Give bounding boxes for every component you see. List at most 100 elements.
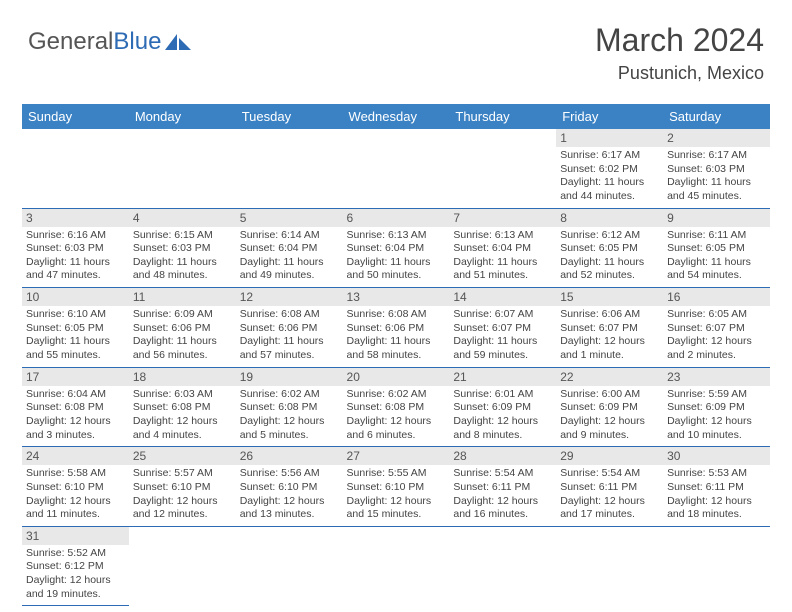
daylight-text: Daylight: 12 hours and 8 minutes. xyxy=(453,415,552,442)
sunset-text: Sunset: 6:10 PM xyxy=(240,481,339,495)
sunset-text: Sunset: 6:11 PM xyxy=(453,481,552,495)
day-header-row: SundayMondayTuesdayWednesdayThursdayFrid… xyxy=(22,104,770,129)
sunrise-text: Sunrise: 5:58 AM xyxy=(26,467,125,481)
logo-sail-icon xyxy=(165,32,193,52)
calendar-day-cell: 15Sunrise: 6:06 AMSunset: 6:07 PMDayligh… xyxy=(556,288,663,368)
day-number: 4 xyxy=(129,209,236,227)
daylight-text: Daylight: 12 hours and 6 minutes. xyxy=(347,415,446,442)
calendar-day-cell xyxy=(343,129,450,208)
sunset-text: Sunset: 6:05 PM xyxy=(560,242,659,256)
sunrise-text: Sunrise: 6:04 AM xyxy=(26,388,125,402)
sunrise-text: Sunrise: 6:12 AM xyxy=(560,229,659,243)
day-number: 10 xyxy=(22,288,129,306)
sunset-text: Sunset: 6:08 PM xyxy=(240,401,339,415)
calendar-week-row: 3Sunrise: 6:16 AMSunset: 6:03 PMDaylight… xyxy=(22,208,770,288)
day-content: Sunrise: 5:56 AMSunset: 6:10 PMDaylight:… xyxy=(236,465,343,526)
sunrise-text: Sunrise: 5:54 AM xyxy=(560,467,659,481)
day-number: 27 xyxy=(343,447,450,465)
daylight-text: Daylight: 12 hours and 9 minutes. xyxy=(560,415,659,442)
sunrise-text: Sunrise: 6:08 AM xyxy=(240,308,339,322)
calendar-day-cell: 1Sunrise: 6:17 AMSunset: 6:02 PMDaylight… xyxy=(556,129,663,208)
day-content: Sunrise: 6:02 AMSunset: 6:08 PMDaylight:… xyxy=(343,386,450,447)
calendar-day-cell xyxy=(129,526,236,606)
day-content: Sunrise: 6:11 AMSunset: 6:05 PMDaylight:… xyxy=(663,227,770,288)
sunset-text: Sunset: 6:04 PM xyxy=(347,242,446,256)
sunrise-text: Sunrise: 6:02 AM xyxy=(347,388,446,402)
day-content: Sunrise: 6:06 AMSunset: 6:07 PMDaylight:… xyxy=(556,306,663,367)
calendar-day-cell xyxy=(343,526,450,606)
day-content: Sunrise: 5:57 AMSunset: 6:10 PMDaylight:… xyxy=(129,465,236,526)
day-content: Sunrise: 5:58 AMSunset: 6:10 PMDaylight:… xyxy=(22,465,129,526)
sunrise-text: Sunrise: 5:56 AM xyxy=(240,467,339,481)
day-number: 29 xyxy=(556,447,663,465)
day-number: 13 xyxy=(343,288,450,306)
calendar-day-cell: 2Sunrise: 6:17 AMSunset: 6:03 PMDaylight… xyxy=(663,129,770,208)
calendar-day-cell xyxy=(236,129,343,208)
day-content: Sunrise: 6:10 AMSunset: 6:05 PMDaylight:… xyxy=(22,306,129,367)
daylight-text: Daylight: 11 hours and 55 minutes. xyxy=(26,335,125,362)
calendar-day-cell: 28Sunrise: 5:54 AMSunset: 6:11 PMDayligh… xyxy=(449,447,556,527)
month-title: March 2024 xyxy=(595,22,764,59)
sunrise-text: Sunrise: 6:17 AM xyxy=(667,149,766,163)
calendar-day-cell: 30Sunrise: 5:53 AMSunset: 6:11 PMDayligh… xyxy=(663,447,770,527)
calendar-day-cell: 8 Sunrise: 6:12 AMSunset: 6:05 PMDaylight… xyxy=(556,208,663,288)
calendar-day-cell: 6Sunrise: 6:13 AMSunset: 6:04 PMDaylight… xyxy=(343,208,450,288)
day-number: 15 xyxy=(556,288,663,306)
day-number: 16 xyxy=(663,288,770,306)
daylight-text: Daylight: 11 hours and 57 minutes. xyxy=(240,335,339,362)
calendar-day-cell: 3Sunrise: 6:16 AMSunset: 6:03 PMDaylight… xyxy=(22,208,129,288)
calendar-day-cell: 5Sunrise: 6:14 AMSunset: 6:04 PMDaylight… xyxy=(236,208,343,288)
day-number: 9 xyxy=(663,209,770,227)
calendar-day-cell: 18Sunrise: 6:03 AMSunset: 6:08 PMDayligh… xyxy=(129,367,236,447)
day-number: 7 xyxy=(449,209,556,227)
sunset-text: Sunset: 6:05 PM xyxy=(26,322,125,336)
daylight-text: Daylight: 12 hours and 11 minutes. xyxy=(26,495,125,522)
calendar-day-cell: 31Sunrise: 5:52 AMSunset: 6:12 PMDayligh… xyxy=(22,526,129,606)
daylight-text: Daylight: 12 hours and 5 minutes. xyxy=(240,415,339,442)
day-header: Friday xyxy=(556,104,663,129)
day-number: 1 xyxy=(556,129,663,147)
calendar-day-cell: 17Sunrise: 6:04 AMSunset: 6:08 PMDayligh… xyxy=(22,367,129,447)
calendar-week-row: 1Sunrise: 6:17 AMSunset: 6:02 PMDaylight… xyxy=(22,129,770,208)
day-number-empty xyxy=(236,129,343,147)
daylight-text: Daylight: 11 hours and 45 minutes. xyxy=(667,176,766,203)
day-number: 22 xyxy=(556,368,663,386)
day-content: Sunrise: 5:53 AMSunset: 6:11 PMDaylight:… xyxy=(663,465,770,526)
calendar-body: 1Sunrise: 6:17 AMSunset: 6:02 PMDaylight… xyxy=(22,129,770,606)
sunrise-text: Sunrise: 6:00 AM xyxy=(560,388,659,402)
sunrise-text: Sunrise: 6:02 AM xyxy=(240,388,339,402)
calendar-day-cell: 26Sunrise: 5:56 AMSunset: 6:10 PMDayligh… xyxy=(236,447,343,527)
day-number: 24 xyxy=(22,447,129,465)
sunrise-text: Sunrise: 6:15 AM xyxy=(133,229,232,243)
daylight-text: Daylight: 11 hours and 52 minutes. xyxy=(560,256,659,283)
day-number: 19 xyxy=(236,368,343,386)
calendar-day-cell: 19Sunrise: 6:02 AMSunset: 6:08 PMDayligh… xyxy=(236,367,343,447)
logo-text-a: General xyxy=(28,28,113,56)
sunrise-text: Sunrise: 6:13 AM xyxy=(453,229,552,243)
day-content: Sunrise: 6:02 AMSunset: 6:08 PMDaylight:… xyxy=(236,386,343,447)
daylight-text: Daylight: 12 hours and 1 minute. xyxy=(560,335,659,362)
day-content: Sunrise: 6:13 AMSunset: 6:04 PMDaylight:… xyxy=(343,227,450,288)
day-content: Sunrise: 5:52 AMSunset: 6:12 PMDaylight:… xyxy=(22,545,129,606)
sunset-text: Sunset: 6:11 PM xyxy=(560,481,659,495)
calendar-day-cell: 27Sunrise: 5:55 AMSunset: 6:10 PMDayligh… xyxy=(343,447,450,527)
sunrise-text: Sunrise: 6:09 AM xyxy=(133,308,232,322)
sunrise-text: Sunrise: 6:03 AM xyxy=(133,388,232,402)
calendar-day-cell xyxy=(22,129,129,208)
day-number: 30 xyxy=(663,447,770,465)
day-number-empty xyxy=(129,129,236,147)
day-number: 8 xyxy=(556,209,663,227)
sunset-text: Sunset: 6:07 PM xyxy=(667,322,766,336)
day-content: Sunrise: 5:54 AMSunset: 6:11 PMDaylight:… xyxy=(556,465,663,526)
daylight-text: Daylight: 11 hours and 56 minutes. xyxy=(133,335,232,362)
daylight-text: Daylight: 12 hours and 16 minutes. xyxy=(453,495,552,522)
daylight-text: Daylight: 11 hours and 44 minutes. xyxy=(560,176,659,203)
sunrise-text: Sunrise: 6:11 AM xyxy=(667,229,766,243)
daylight-text: Daylight: 12 hours and 4 minutes. xyxy=(133,415,232,442)
daylight-text: Daylight: 12 hours and 2 minutes. xyxy=(667,335,766,362)
day-number-empty xyxy=(236,527,343,545)
calendar-day-cell: 9Sunrise: 6:11 AMSunset: 6:05 PMDaylight… xyxy=(663,208,770,288)
daylight-text: Daylight: 12 hours and 19 minutes. xyxy=(26,574,125,601)
daylight-text: Daylight: 11 hours and 51 minutes. xyxy=(453,256,552,283)
day-number: 14 xyxy=(449,288,556,306)
